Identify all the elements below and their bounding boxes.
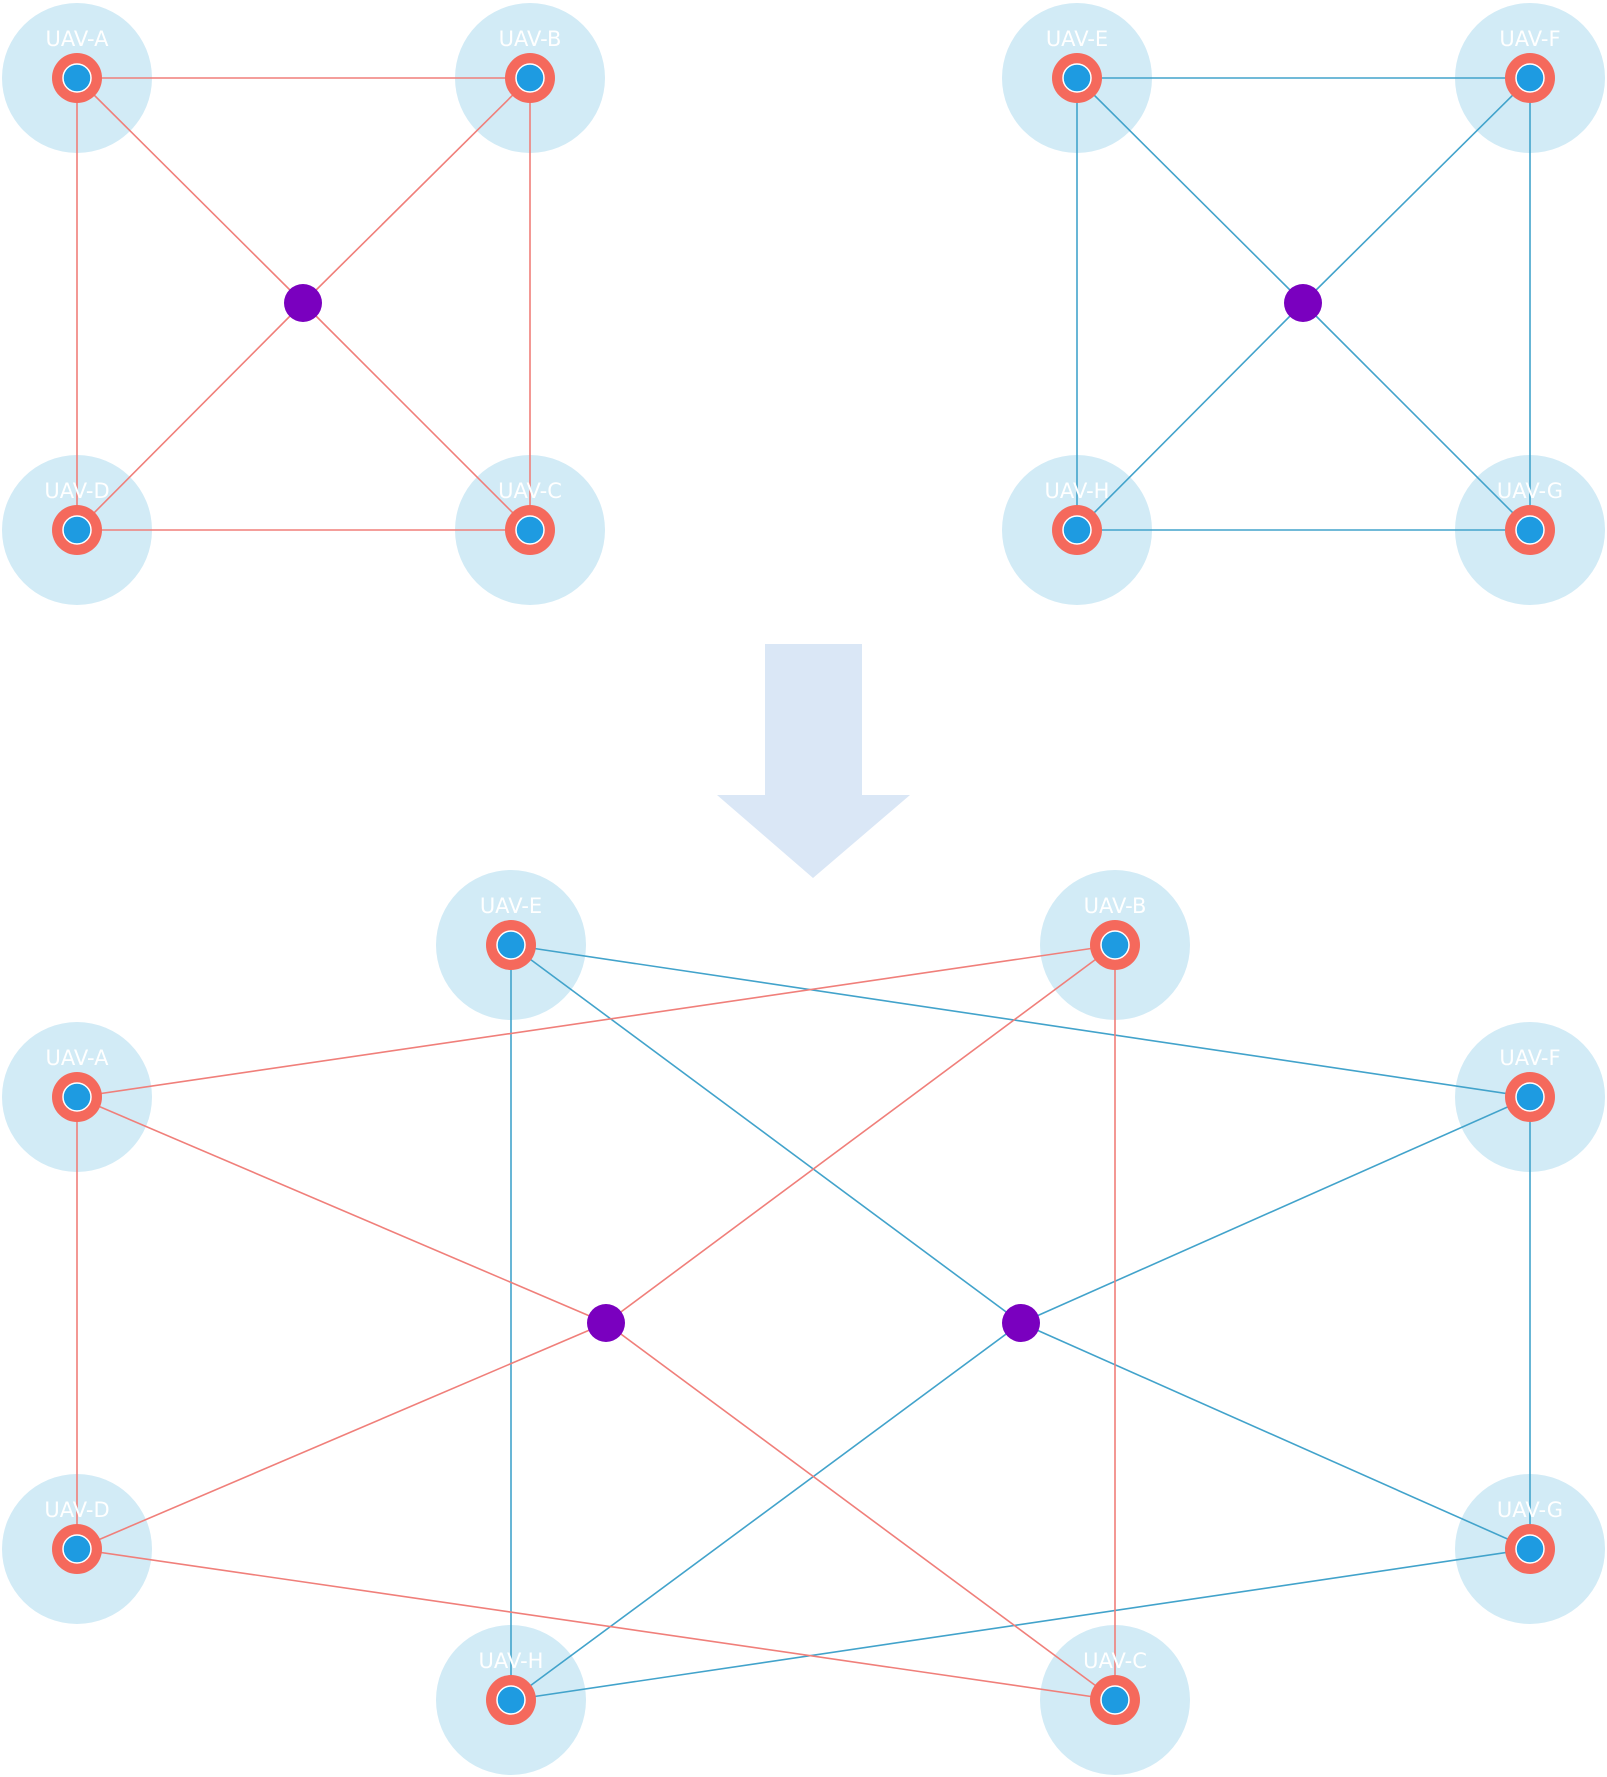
transition-arrow	[717, 644, 910, 878]
merged-blue-link-h-hub2	[510, 1322, 1022, 1701]
uav-core-icon	[1515, 1534, 1545, 1564]
uav-core-icon	[1515, 63, 1545, 93]
uav-label: UAV-G	[1497, 479, 1563, 503]
uav-label: UAV-G	[1497, 1498, 1563, 1522]
uav-node[interactable]: UAV-H	[479, 1649, 544, 1725]
uav-label: UAV-F	[1499, 1046, 1560, 1070]
uav-core-icon	[515, 63, 545, 93]
uav-label: UAV-A	[45, 1046, 109, 1070]
top-left-link-b-hub	[302, 77, 531, 304]
uav-label: UAV-F	[1499, 27, 1560, 51]
top-left-link-d-hub	[76, 302, 304, 531]
uav-node[interactable]: UAV-A	[45, 27, 109, 103]
uav-core-icon	[1515, 515, 1545, 545]
uav-node[interactable]: UAV-E	[480, 894, 542, 970]
top-right-link-h-hub	[1076, 302, 1304, 531]
uav-label: UAV-B	[499, 27, 562, 51]
uav-node[interactable]: UAV-E	[1046, 27, 1108, 103]
uav-node[interactable]: UAV-D	[44, 479, 110, 555]
nodes-layer: UAV-A UAV-B UAV-D UAV-C UAV-E UAV-F UAV-H UAV-G…	[44, 27, 1563, 1725]
uav-core-icon	[496, 1685, 526, 1715]
uav-core-icon	[496, 930, 526, 960]
merged-blue-link-f-hub2	[1020, 1096, 1531, 1324]
merged-red-link-c-hub1	[605, 1322, 1116, 1701]
uav-label: UAV-A	[45, 27, 109, 51]
uav-node[interactable]: UAV-A	[45, 1046, 109, 1122]
uav-label: UAV-C	[498, 479, 562, 503]
uav-node[interactable]: UAV-B	[1084, 894, 1147, 970]
top-left-link-c-hub	[302, 302, 531, 531]
uav-core-icon	[1100, 930, 1130, 960]
uav-node[interactable]: UAV-F	[1499, 27, 1561, 103]
merged-blue-link-g-hub2	[1020, 1322, 1531, 1550]
hub-node-icon	[1002, 1304, 1040, 1342]
top-right-link-g-hub	[1302, 302, 1531, 531]
top-right-link-e-hub	[1076, 77, 1304, 304]
merged-blue-link-e-hub2	[510, 944, 1022, 1324]
uav-core-icon	[1515, 1082, 1545, 1112]
top-left-link-a-hub	[76, 77, 304, 304]
merged-blue-link-h-g	[510, 1548, 1531, 1701]
uav-node[interactable]: UAV-F	[1499, 1046, 1561, 1122]
uav-label: UAV-D	[44, 479, 109, 503]
uav-core-icon	[62, 1534, 92, 1564]
uav-core-icon	[1062, 515, 1092, 545]
uav-label: UAV-E	[480, 894, 542, 918]
uav-label: UAV-D	[44, 1498, 109, 1522]
uav-core-icon	[1100, 1685, 1130, 1715]
uav-core-icon	[515, 515, 545, 545]
uav-core-icon	[62, 1082, 92, 1112]
hub-node-icon	[284, 284, 322, 322]
uav-label: UAV-E	[1046, 27, 1108, 51]
uav-node[interactable]: UAV-H	[1045, 479, 1110, 555]
uav-core-icon	[62, 63, 92, 93]
uav-node[interactable]: UAV-D	[44, 1498, 110, 1574]
merged-red-link-a-hub1	[76, 1096, 607, 1324]
down-arrow-icon	[717, 644, 910, 878]
uav-node[interactable]: UAV-C	[1083, 1649, 1147, 1725]
uav-core-icon	[1062, 63, 1092, 93]
uav-label: UAV-H	[1045, 479, 1110, 503]
uav-node[interactable]: UAV-G	[1497, 479, 1563, 555]
uav-core-icon	[62, 515, 92, 545]
merged-red-link-d-c	[76, 1548, 1116, 1701]
top-right-link-f-hub	[1302, 77, 1531, 304]
uav-label: UAV-H	[479, 1649, 544, 1673]
links-layer	[2, 3, 1605, 1775]
uav-node[interactable]: UAV-B	[499, 27, 562, 103]
uav-node[interactable]: UAV-G	[1497, 1498, 1563, 1574]
merged-blue-link-e-f	[510, 944, 1531, 1098]
uav-label: UAV-C	[1083, 1649, 1147, 1673]
merged-red-link-a-b	[76, 944, 1116, 1098]
uav-label: UAV-B	[1084, 894, 1147, 918]
uav-node[interactable]: UAV-C	[498, 479, 562, 555]
merged-red-link-b-hub1	[605, 944, 1116, 1324]
hub-node-icon	[1284, 284, 1322, 322]
merged-red-link-d-hub1	[76, 1322, 607, 1550]
hub-node-icon	[587, 1304, 625, 1342]
